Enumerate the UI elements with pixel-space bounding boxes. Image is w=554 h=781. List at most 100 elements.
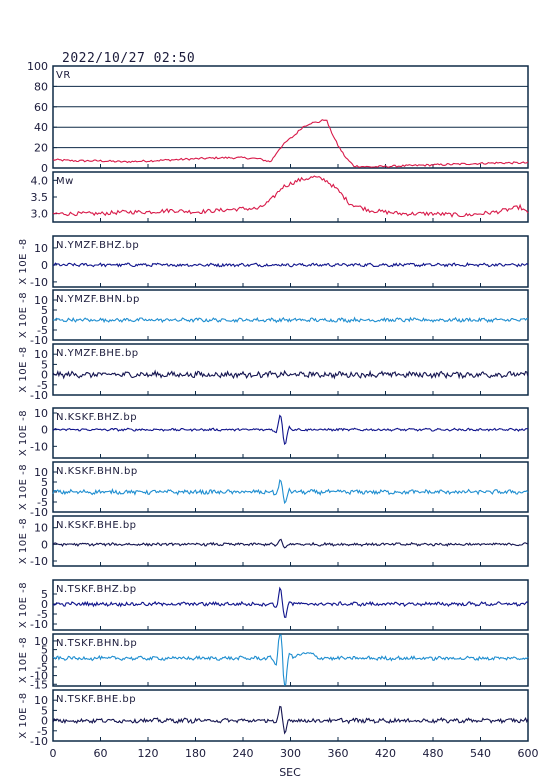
panel-label: VR xyxy=(56,70,71,81)
series-line xyxy=(52,175,529,218)
panel-label: N.KSKF.BHE.bp xyxy=(56,520,137,531)
y-axis-unit-label: X 10E -8 xyxy=(18,518,29,564)
panel-label: N.YMZF.BHN.bp xyxy=(56,294,140,305)
panel-frame xyxy=(52,65,529,169)
series-line xyxy=(52,586,529,618)
y-tick-label: 10 xyxy=(34,694,48,707)
y-tick-label: -10 xyxy=(30,618,48,631)
figure-title: 2022/10/27 02:50 xyxy=(62,51,195,66)
panel-label: Mw xyxy=(56,176,74,187)
x-axis: 0 60 120 180 240 300 360 420 480 540 600 xyxy=(50,747,539,760)
y-tick-label: 5 xyxy=(41,588,48,601)
series-line xyxy=(52,316,529,324)
series-line xyxy=(52,414,529,446)
y-axis-unit-label: X 10E -8 xyxy=(18,464,29,510)
y-axis-unit-label: X 10E -8 xyxy=(18,410,29,456)
y-tick-label: 60 xyxy=(34,101,48,114)
y-tick-label: 10 xyxy=(34,294,48,307)
y-tick-label: 10 xyxy=(34,348,48,361)
panel-n-tskf-bhz-bp: -10-505 N.TSKF.BHZ.bp X 10E -8 xyxy=(18,579,529,631)
y-tick-label: 5 xyxy=(41,476,48,489)
y-tick-label: -10 xyxy=(30,555,48,568)
x-tick-label: 120 xyxy=(138,747,159,760)
y-tick-label: -5 xyxy=(37,496,48,509)
panel-label: N.TSKF.BHZ.bp xyxy=(56,584,137,595)
y-tick-label: 0 xyxy=(41,259,48,272)
panel-mw: 3.0 3.5 4.0 Mw xyxy=(31,171,529,223)
y-tick-label: -10 xyxy=(30,735,48,748)
y-axis-unit-label: X 10E -8 xyxy=(18,292,29,338)
y-tick-label: -10 xyxy=(30,276,48,289)
y-tick-label: 40 xyxy=(34,121,48,134)
y-tick-label: 5 xyxy=(41,358,48,371)
panel-label: N.YMZF.BHZ.bp xyxy=(56,240,139,251)
x-axis-label: SEC xyxy=(279,766,301,779)
y-tick-label: -5 xyxy=(37,608,48,621)
series-line xyxy=(52,119,529,168)
y-tick-label: -10 xyxy=(30,670,48,683)
y-tick-label: -5 xyxy=(37,379,48,392)
y-axis-unit-label: X 10E -8 xyxy=(18,582,29,628)
x-tick-label: 420 xyxy=(375,747,396,760)
y-tick-label: 5 xyxy=(41,644,48,657)
y-tick-label: 5 xyxy=(41,704,48,717)
x-tick-label: 480 xyxy=(423,747,444,760)
y-tick-label: 80 xyxy=(34,80,48,93)
series-line xyxy=(52,705,529,735)
y-tick-label: -10 xyxy=(30,440,48,453)
x-tick-label: 180 xyxy=(185,747,206,760)
panel-label: N.KSKF.BHN.bp xyxy=(56,466,138,477)
x-tick-label: 240 xyxy=(233,747,254,760)
panel-label: N.YMZF.BHE.bp xyxy=(56,348,139,359)
y-tick-label: 10 xyxy=(34,635,48,648)
y-tick-label: 0 xyxy=(41,715,48,728)
y-tick-label: -10 xyxy=(30,334,48,347)
y-tick-label: 4.0 xyxy=(31,174,49,187)
panel-label: N.KSKF.BHZ.bp xyxy=(56,412,137,423)
y-tick-label: -15 xyxy=(30,678,48,691)
x-tick-label: 600 xyxy=(518,747,539,760)
y-tick-label: 10 xyxy=(34,242,48,255)
panel-n-kskf-bhz-bp: -10 0 10 N.KSKF.BHZ.bp X 10E -8 xyxy=(18,407,529,459)
y-tick-label: -5 xyxy=(37,661,48,674)
x-tick-label: 60 xyxy=(94,747,108,760)
y-tick-label: 0 xyxy=(41,538,48,551)
x-tick-label: 540 xyxy=(470,747,491,760)
y-tick-label: 0 xyxy=(41,486,48,499)
y-axis-unit-label: X 10E -8 xyxy=(18,346,29,392)
y-tick-label: 10 xyxy=(34,407,48,420)
y-tick-label: 3.5 xyxy=(31,191,49,204)
panel-label: N.TSKF.BHN.bp xyxy=(56,638,137,649)
y-tick-label: 20 xyxy=(34,142,48,155)
x-tick-label: 0 xyxy=(50,747,57,760)
panel-label: N.TSKF.BHE.bp xyxy=(56,694,136,705)
series-line xyxy=(52,538,529,549)
y-tick-label: 0 xyxy=(41,652,48,665)
y-tick-label: 0 xyxy=(41,314,48,327)
y-tick-label: 3.0 xyxy=(31,208,49,221)
series-line xyxy=(52,369,529,380)
y-tick-label: -10 xyxy=(30,389,48,402)
y-tick-label: -5 xyxy=(37,725,48,738)
y-axis-unit-label: X 10E -8 xyxy=(18,692,29,738)
y-axis-unit-label: X 10E -8 xyxy=(18,637,29,683)
x-tick-label: 300 xyxy=(280,747,301,760)
y-tick-label: -10 xyxy=(30,506,48,519)
series-line xyxy=(52,479,529,505)
y-tick-label: 0 xyxy=(41,424,48,437)
y-tick-label: 5 xyxy=(41,304,48,317)
y-tick-label: 10 xyxy=(34,466,48,479)
y-tick-label: 100 xyxy=(27,60,48,73)
y-tick-label: 10 xyxy=(34,522,48,535)
y-tick-label: 0 xyxy=(41,598,48,611)
series-line xyxy=(53,634,529,687)
panel-n-ymzf-bhz-bp: -10 0 10 N.YMZF.BHZ.bp X 10E -8 xyxy=(18,235,529,289)
y-axis-unit-label: X 10E -8 xyxy=(18,238,29,284)
y-tick-label: -5 xyxy=(37,324,48,337)
